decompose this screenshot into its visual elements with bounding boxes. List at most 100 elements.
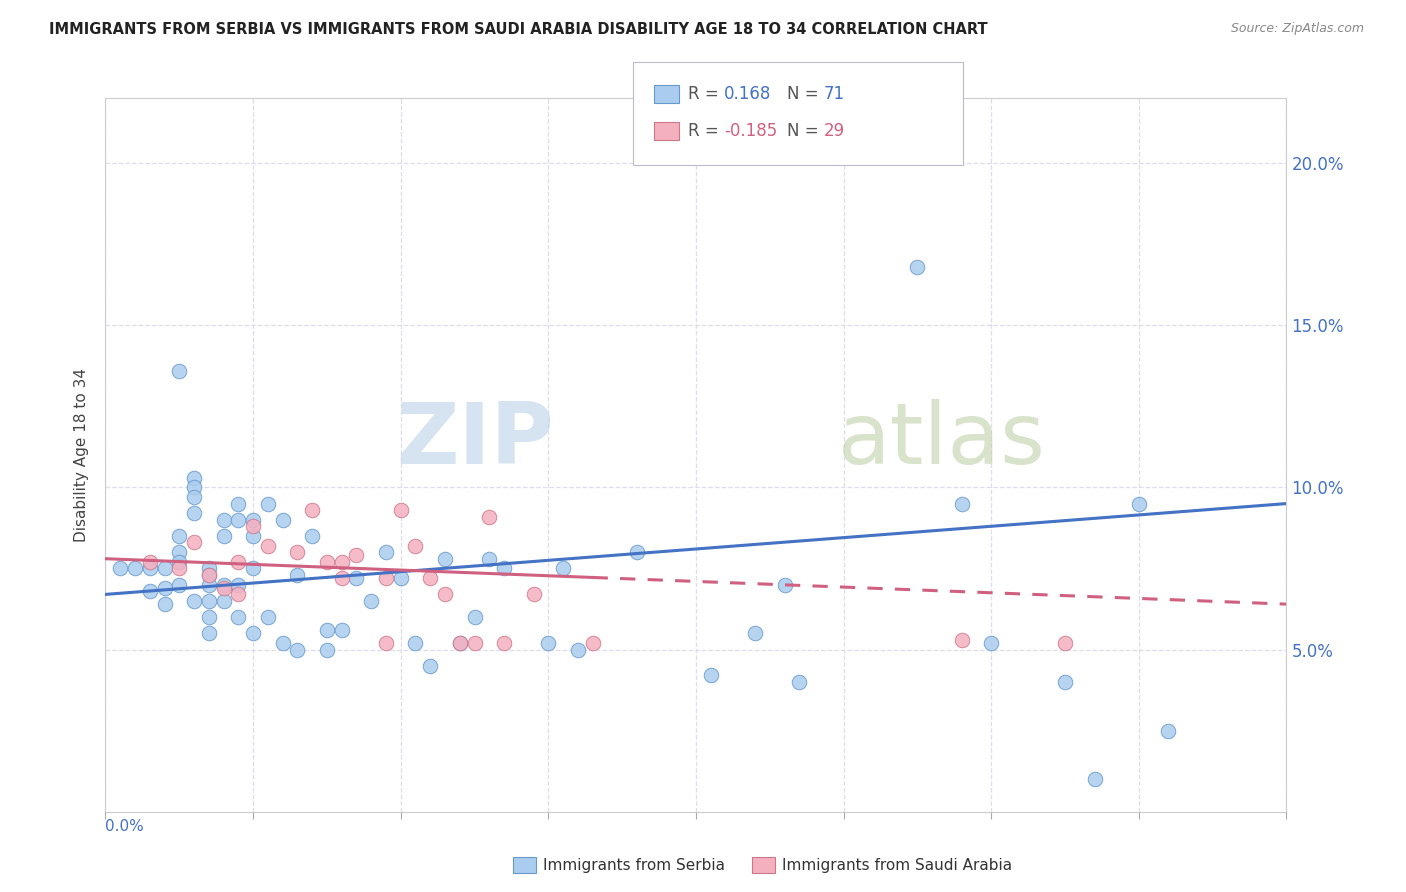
Text: 29: 29 bbox=[824, 122, 845, 140]
Point bbox=[374, 571, 396, 585]
Point bbox=[226, 513, 250, 527]
Point bbox=[138, 584, 162, 599]
Point bbox=[183, 470, 205, 484]
Point bbox=[169, 363, 191, 377]
Point bbox=[581, 636, 603, 650]
Point bbox=[433, 587, 456, 601]
Text: Source: ZipAtlas.com: Source: ZipAtlas.com bbox=[1230, 22, 1364, 36]
Point bbox=[138, 555, 162, 569]
Text: Immigrants from Serbia: Immigrants from Serbia bbox=[543, 858, 724, 872]
Point bbox=[256, 539, 278, 553]
Point bbox=[197, 626, 219, 640]
Point bbox=[226, 577, 250, 591]
Point bbox=[197, 577, 219, 591]
Point bbox=[287, 568, 309, 582]
Text: 0.0%: 0.0% bbox=[105, 819, 145, 834]
Point bbox=[183, 506, 205, 520]
Point bbox=[301, 503, 323, 517]
Point bbox=[330, 623, 353, 637]
Point bbox=[464, 636, 486, 650]
Point bbox=[212, 594, 235, 608]
Text: N =: N = bbox=[787, 122, 824, 140]
Y-axis label: Disability Age 18 to 34: Disability Age 18 to 34 bbox=[75, 368, 90, 542]
Point bbox=[478, 551, 501, 566]
Point bbox=[374, 636, 396, 650]
Point bbox=[124, 561, 146, 575]
Point bbox=[183, 535, 205, 549]
Point bbox=[212, 513, 235, 527]
Text: IMMIGRANTS FROM SERBIA VS IMMIGRANTS FROM SAUDI ARABIA DISABILITY AGE 18 TO 34 C: IMMIGRANTS FROM SERBIA VS IMMIGRANTS FRO… bbox=[49, 22, 988, 37]
Point bbox=[787, 675, 810, 690]
Point bbox=[242, 529, 264, 543]
Point bbox=[374, 545, 396, 559]
Point bbox=[242, 513, 264, 527]
Point bbox=[330, 571, 353, 585]
Point bbox=[389, 503, 412, 517]
Point bbox=[419, 658, 441, 673]
Point bbox=[301, 529, 323, 543]
Text: 0.168: 0.168 bbox=[724, 85, 772, 103]
Point bbox=[153, 581, 176, 595]
Point bbox=[950, 632, 973, 647]
Point bbox=[1128, 497, 1150, 511]
Point bbox=[330, 555, 353, 569]
Text: Immigrants from Saudi Arabia: Immigrants from Saudi Arabia bbox=[782, 858, 1012, 872]
Point bbox=[626, 545, 648, 559]
Point bbox=[537, 636, 560, 650]
Point bbox=[242, 519, 264, 533]
Point bbox=[492, 636, 515, 650]
Point bbox=[1157, 723, 1180, 738]
Point bbox=[1054, 675, 1077, 690]
Point bbox=[226, 497, 250, 511]
Point bbox=[169, 555, 191, 569]
Point bbox=[980, 636, 1002, 650]
Point bbox=[449, 636, 471, 650]
Point bbox=[212, 529, 235, 543]
Point bbox=[212, 577, 235, 591]
Point bbox=[1083, 772, 1105, 787]
Point bbox=[226, 555, 250, 569]
Point bbox=[271, 513, 294, 527]
Point bbox=[315, 642, 337, 657]
Point bbox=[197, 568, 219, 582]
Point bbox=[197, 594, 219, 608]
Point bbox=[197, 561, 219, 575]
Point bbox=[360, 594, 382, 608]
Point bbox=[169, 577, 191, 591]
Point bbox=[287, 545, 309, 559]
Point bbox=[492, 561, 515, 575]
Point bbox=[169, 529, 191, 543]
Text: R =: R = bbox=[688, 122, 724, 140]
Point bbox=[169, 545, 191, 559]
Point bbox=[344, 549, 367, 563]
Text: N =: N = bbox=[787, 85, 824, 103]
Point bbox=[183, 480, 205, 494]
Point bbox=[699, 668, 723, 682]
Point bbox=[433, 551, 456, 566]
Point bbox=[773, 577, 796, 591]
Point bbox=[287, 642, 309, 657]
Text: 71: 71 bbox=[824, 85, 845, 103]
Point bbox=[256, 497, 278, 511]
Point bbox=[478, 509, 501, 524]
Point bbox=[315, 623, 337, 637]
Point bbox=[138, 561, 162, 575]
Point bbox=[169, 561, 191, 575]
Point bbox=[449, 636, 471, 650]
Text: -0.185: -0.185 bbox=[724, 122, 778, 140]
Point bbox=[344, 571, 367, 585]
Point bbox=[110, 561, 132, 575]
Point bbox=[522, 587, 544, 601]
Point bbox=[242, 626, 264, 640]
Point bbox=[419, 571, 441, 585]
Text: R =: R = bbox=[688, 85, 724, 103]
Point bbox=[405, 636, 427, 650]
Point bbox=[464, 610, 486, 624]
Text: ZIP: ZIP bbox=[396, 399, 554, 483]
Point bbox=[551, 561, 574, 575]
Point bbox=[567, 642, 589, 657]
Point bbox=[197, 610, 219, 624]
Point bbox=[950, 497, 973, 511]
Point bbox=[226, 587, 250, 601]
Point bbox=[405, 539, 427, 553]
